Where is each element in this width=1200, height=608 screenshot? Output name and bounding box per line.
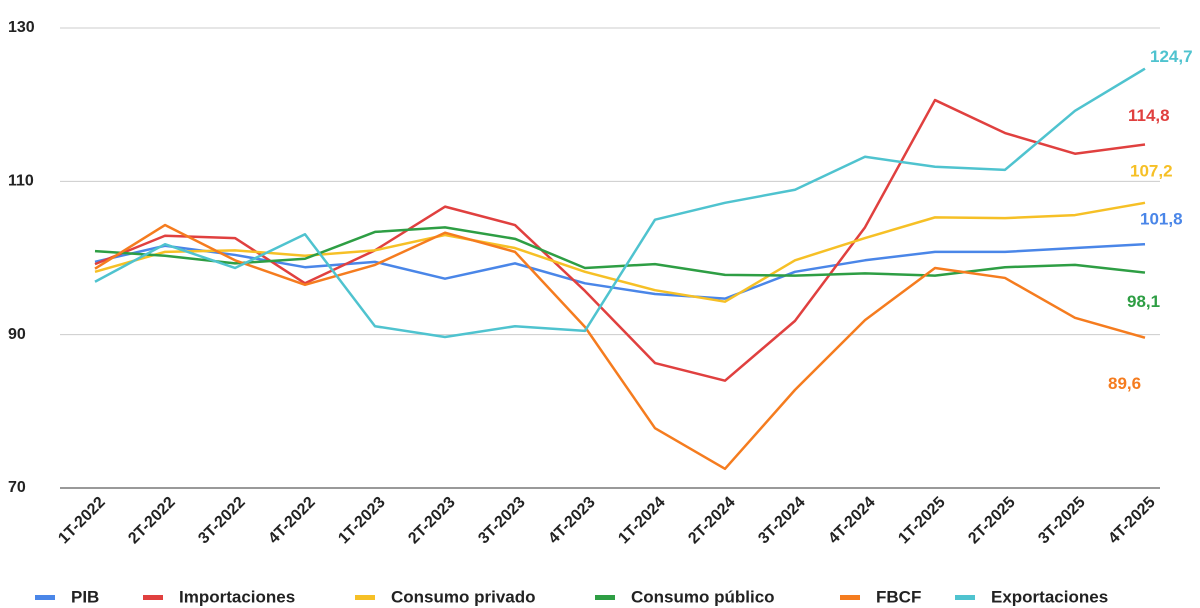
series-line: [94, 223, 1146, 471]
value-label: 98,1: [1127, 292, 1160, 311]
x-tick-label: 3T-2024: [755, 494, 809, 548]
x-tick-label: 3T-2022: [195, 494, 249, 548]
y-tick-label: 70: [8, 479, 26, 496]
x-tick-label: 2T-2022: [125, 494, 179, 548]
series-line: [94, 201, 1146, 303]
value-label: 107,2: [1130, 161, 1173, 180]
legend-swatch: [840, 595, 860, 600]
y-tick-label: 130: [8, 19, 35, 36]
x-tick-label: 2T-2024: [685, 494, 739, 548]
y-tick-label: 90: [8, 326, 26, 343]
value-label: 101,8: [1140, 210, 1183, 229]
x-tick-label: 3T-2023: [475, 494, 529, 548]
series-line: [94, 226, 1146, 277]
x-tick-label: 2T-2025: [965, 494, 1019, 548]
y-tick-label: 110: [8, 173, 34, 190]
x-tick-label: 1T-2022: [55, 494, 109, 548]
legend-swatch: [955, 595, 975, 600]
legend-swatch: [143, 595, 163, 600]
x-tick-label: 2T-2023: [405, 494, 459, 548]
series-line: [94, 98, 1146, 382]
series-line: [94, 67, 1146, 339]
legend-label: Consumo público: [631, 587, 775, 606]
x-tick-label: 4T-2023: [545, 494, 599, 548]
value-label: 89,6: [1108, 374, 1141, 393]
legend-swatch: [35, 595, 55, 600]
legend-label: PIB: [71, 587, 99, 606]
legend-label: Importaciones: [179, 587, 295, 606]
legend-swatch: [355, 595, 375, 600]
x-tick-label: 4T-2024: [825, 494, 879, 548]
x-tick-label: 1T-2025: [895, 494, 949, 548]
x-tick-label: 4T-2025: [1105, 494, 1159, 548]
legend-label: Consumo privado: [391, 587, 536, 606]
x-tick-label: 1T-2023: [335, 494, 389, 548]
legend-swatch: [595, 595, 615, 600]
legend-label: FBCF: [876, 587, 921, 606]
x-tick-label: 4T-2022: [265, 494, 319, 548]
value-label: 124,7: [1150, 47, 1193, 66]
legend-label: Exportaciones: [991, 587, 1108, 606]
x-tick-label: 1T-2024: [615, 494, 669, 548]
value-label: 114,8: [1128, 106, 1170, 125]
x-tick-label: 3T-2025: [1035, 494, 1089, 548]
